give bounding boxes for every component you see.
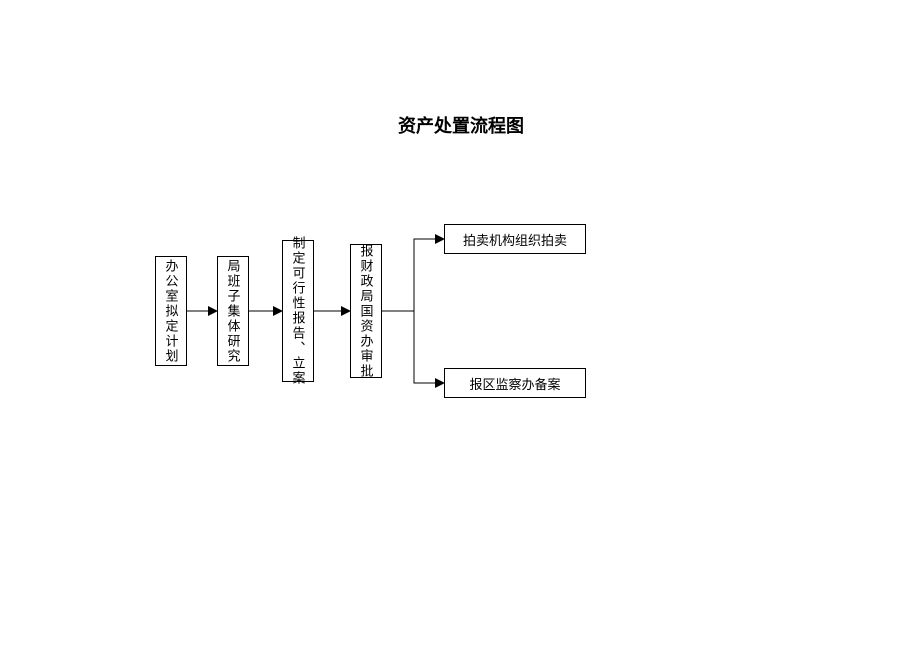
flow-edge-n4-n6 bbox=[382, 311, 444, 383]
flow-edges bbox=[0, 0, 920, 651]
diagram-title-text: 资产处置流程图 bbox=[398, 116, 524, 136]
flow-node-n6-label: 报区监察办备案 bbox=[469, 374, 560, 393]
flow-node-n3: 制定可行性报告、立案 bbox=[282, 240, 314, 382]
flow-node-n2-label: 局班子集体研究 bbox=[224, 259, 243, 364]
flow-node-n2: 局班子集体研究 bbox=[217, 256, 249, 366]
flow-node-n1: 办公室拟定计划 bbox=[155, 256, 187, 366]
flow-edge-n4-n5 bbox=[382, 239, 444, 311]
flow-node-n3-label: 制定可行性报告、立案 bbox=[289, 236, 308, 386]
flow-node-n5-label: 拍卖机构组织拍卖 bbox=[463, 230, 567, 249]
flow-node-n6: 报区监察办备案 bbox=[444, 368, 586, 398]
diagram-title: 资产处置流程图 bbox=[398, 112, 524, 138]
flow-node-n5: 拍卖机构组织拍卖 bbox=[444, 224, 586, 254]
flow-node-n4-label: 报财政局国资办审批 bbox=[357, 244, 376, 379]
flow-node-n4: 报财政局国资办审批 bbox=[350, 244, 382, 378]
flow-node-n1-label: 办公室拟定计划 bbox=[162, 259, 181, 364]
